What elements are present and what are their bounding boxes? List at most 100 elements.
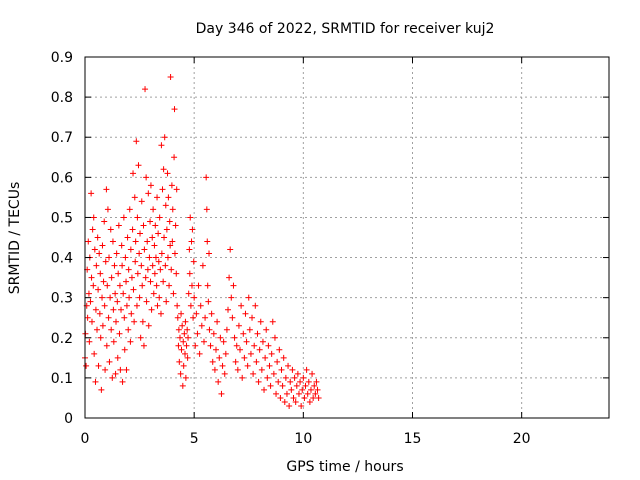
data-point — [148, 306, 155, 313]
data-point — [105, 314, 112, 321]
data-point — [122, 254, 129, 261]
y-tick-label: 0.7 — [51, 130, 73, 146]
data-point — [128, 310, 135, 317]
data-point — [285, 362, 292, 369]
data-point — [270, 370, 277, 377]
data-point — [166, 218, 173, 225]
data-point — [206, 250, 213, 257]
data-point — [181, 350, 188, 357]
data-point — [209, 358, 216, 365]
data-point — [159, 186, 166, 193]
data-point — [257, 318, 264, 325]
data-point — [158, 250, 165, 257]
data-point — [202, 314, 209, 321]
data-point — [163, 226, 170, 233]
axis-ticks — [84, 56, 609, 419]
data-point — [282, 374, 289, 381]
data-point — [311, 382, 318, 389]
data-point — [241, 354, 248, 361]
data-point — [205, 298, 212, 305]
data-point — [172, 222, 179, 229]
data-point — [255, 378, 262, 385]
data-point — [163, 298, 170, 305]
data-point — [306, 398, 313, 405]
data-point — [109, 238, 116, 245]
data-point — [253, 358, 260, 365]
x-tick-label: 15 — [404, 431, 422, 447]
data-point — [96, 250, 103, 257]
y-tick-label: 0.4 — [51, 251, 73, 267]
data-point — [173, 186, 180, 193]
data-point — [225, 306, 232, 313]
data-point — [251, 342, 258, 349]
data-point — [198, 322, 205, 329]
data-point — [211, 366, 218, 373]
data-point — [132, 258, 139, 265]
data-point — [186, 246, 193, 253]
data-point — [184, 354, 191, 361]
data-point — [204, 282, 211, 289]
data-point — [158, 142, 165, 149]
data-point — [121, 346, 128, 353]
data-point — [278, 366, 285, 373]
data-point — [307, 386, 314, 393]
data-point — [99, 294, 106, 301]
data-point — [91, 350, 98, 357]
data-point — [190, 314, 197, 321]
data-point — [312, 390, 319, 397]
data-point — [113, 250, 120, 257]
data-points — [82, 74, 322, 409]
data-point — [302, 382, 309, 389]
data-point — [262, 354, 269, 361]
data-point — [304, 390, 311, 397]
data-point — [162, 202, 169, 209]
data-point — [99, 322, 106, 329]
data-point — [235, 322, 242, 329]
data-point — [161, 134, 168, 141]
data-point — [229, 314, 236, 321]
data-point — [303, 366, 310, 373]
data-point — [157, 266, 164, 273]
data-point — [240, 330, 247, 337]
data-point — [145, 322, 152, 329]
data-point — [114, 298, 121, 305]
data-point — [133, 138, 140, 145]
data-point — [90, 282, 97, 289]
data-point — [187, 214, 194, 221]
data-point — [85, 290, 92, 297]
data-point — [142, 274, 149, 281]
data-point — [171, 106, 178, 113]
data-point — [160, 278, 167, 285]
data-point — [160, 166, 167, 173]
data-point — [200, 338, 207, 345]
grid-layer — [85, 57, 609, 418]
data-point — [250, 370, 257, 377]
data-point — [195, 282, 202, 289]
data-point — [129, 226, 136, 233]
data-point — [115, 222, 122, 229]
data-point — [117, 366, 124, 373]
data-point — [151, 270, 158, 277]
data-point — [228, 294, 235, 301]
data-point — [168, 182, 175, 189]
data-point — [175, 326, 182, 333]
data-point — [150, 206, 157, 213]
data-point — [130, 170, 137, 177]
data-point — [166, 282, 173, 289]
data-point — [234, 366, 241, 373]
data-point — [267, 382, 274, 389]
plot-frame — [84, 56, 610, 419]
data-point — [190, 258, 197, 265]
data-point — [293, 382, 300, 389]
data-point — [247, 350, 254, 357]
data-point — [104, 206, 111, 213]
y-tick-label: 0.8 — [51, 90, 73, 106]
data-point — [147, 182, 154, 189]
chart-title: Day 346 of 2022, SRMTID for receiver kuj… — [196, 21, 495, 37]
data-point — [266, 362, 273, 369]
data-point — [167, 74, 174, 81]
data-point — [126, 206, 133, 213]
data-point — [189, 226, 196, 233]
data-point — [294, 370, 301, 377]
